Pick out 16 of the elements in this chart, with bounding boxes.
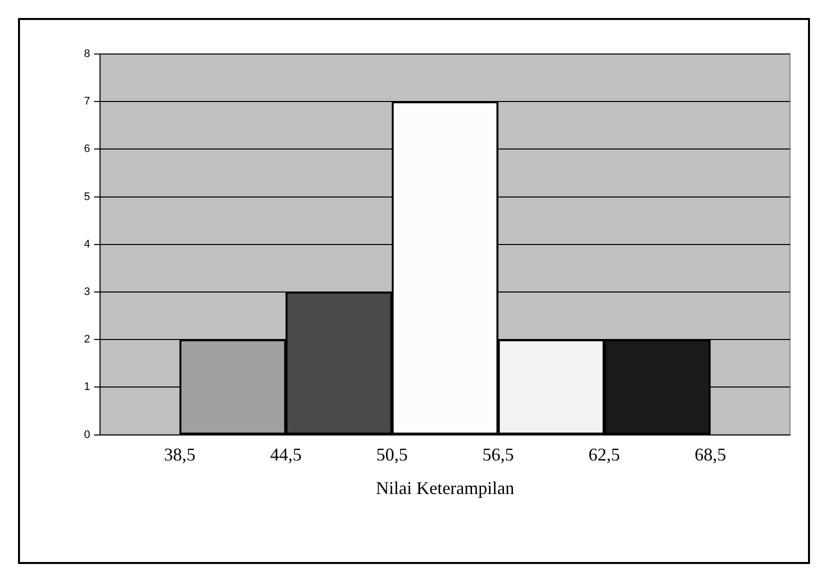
x-tick-label: 68,5 [694, 444, 726, 464]
y-tick-label: 0 [84, 428, 90, 441]
x-tick-label: 62,5 [588, 444, 620, 464]
y-tick-label: 5 [84, 190, 90, 203]
x-tick-label: 56,5 [482, 444, 514, 464]
y-tick-label: 8 [84, 48, 90, 60]
x-tick-label: 38,5 [164, 444, 196, 464]
y-tick-label: 4 [84, 238, 90, 250]
x-tick-label: 50,5 [376, 444, 408, 464]
y-tick-label: 7 [84, 96, 90, 108]
y-tick-label: 6 [84, 143, 90, 156]
y-tick-label: 2 [84, 334, 90, 346]
y-tick-label: 1 [84, 381, 90, 394]
x-tick-label: 44,5 [270, 444, 302, 464]
y-tick-label: 3 [84, 286, 90, 298]
x-axis-title: Nilai Keterampilan [376, 478, 514, 498]
